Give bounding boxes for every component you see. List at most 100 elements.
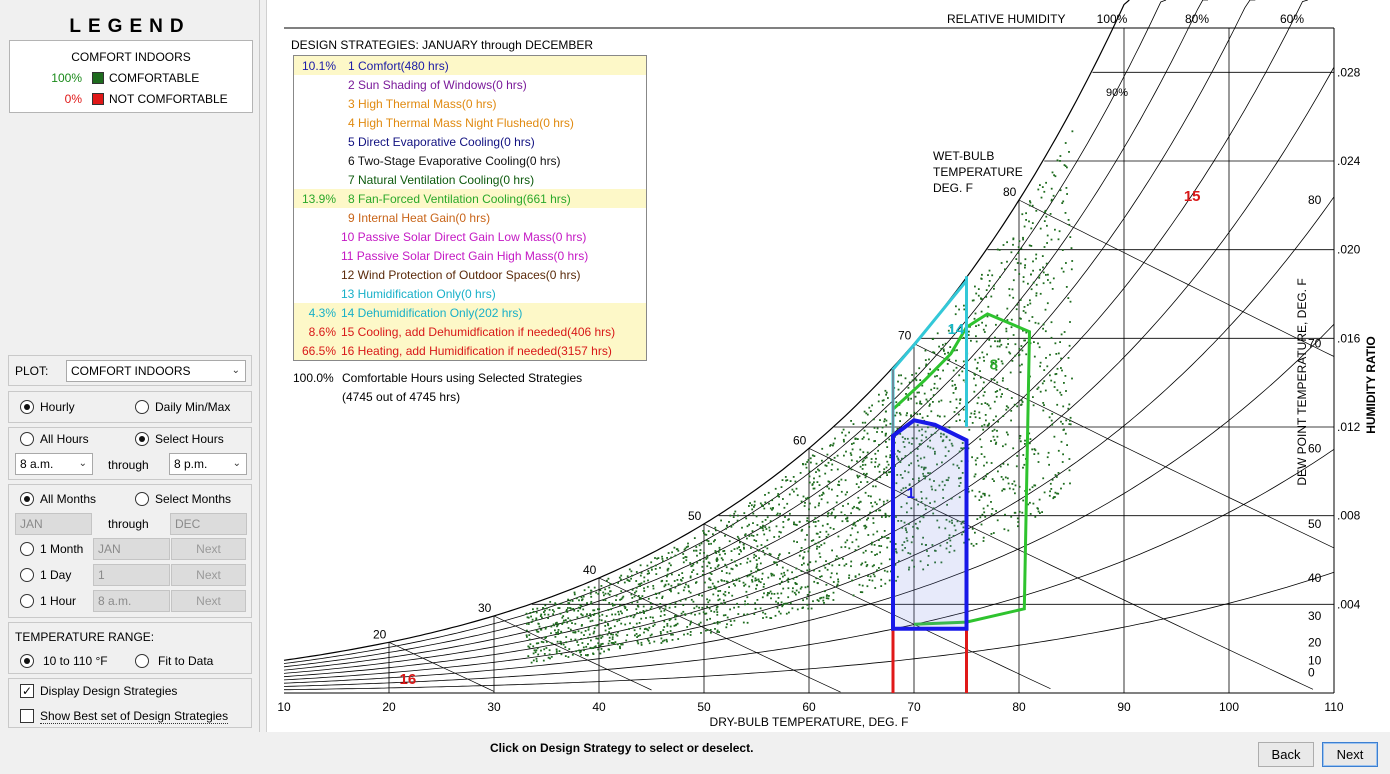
hours-to-select[interactable]: 8 p.m. ⌄ (169, 453, 247, 475)
hourly-point (1054, 373, 1057, 376)
hourly-point (1032, 269, 1034, 272)
hourly-point (736, 602, 738, 605)
best-set-checkbox[interactable] (20, 709, 34, 723)
strategy-item[interactable]: 66.5% 16 Heating, add Humidification if n… (294, 341, 646, 360)
rh-curve (283, 0, 1167, 664)
hourly-point (1054, 491, 1057, 494)
hourly-point (971, 528, 974, 530)
hourly-point (915, 437, 918, 440)
hourly-point (943, 484, 946, 487)
hourly-point (1059, 189, 1062, 192)
select-months-radio[interactable] (135, 492, 149, 506)
one-month-field[interactable]: JAN (93, 538, 170, 560)
all-hours-radio[interactable] (20, 432, 34, 446)
one-day-radio[interactable] (20, 568, 34, 582)
one-hour-field[interactable]: 8 a.m. (93, 590, 170, 612)
strategy-item[interactable]: 11 Passive Solar Direct Gain High Mass(0… (294, 246, 646, 265)
hourly-point (718, 621, 721, 624)
months-to-field[interactable]: DEC (170, 513, 247, 535)
display-strategies-checkbox[interactable]: ✓ (20, 684, 34, 698)
strategy-item[interactable]: 4.3% 14 Dehumidification Only(202 hrs) (294, 303, 646, 322)
hourly-point (730, 525, 733, 528)
hourly-point (959, 398, 962, 401)
hourly-point (670, 556, 672, 559)
one-month-radio[interactable] (20, 542, 34, 556)
hourly-point (840, 490, 843, 493)
hourly-point (718, 548, 721, 551)
range-10-110-radio[interactable] (20, 654, 34, 668)
hourly-point (874, 485, 877, 488)
hourly-point (854, 575, 857, 578)
next-button[interactable]: Next (1322, 742, 1378, 767)
hourly-point (1015, 465, 1018, 468)
hourly-point (1055, 373, 1058, 375)
one-month-next-button[interactable]: Next (171, 538, 246, 560)
dew-point-tick: 80 (1308, 193, 1322, 207)
hourly-point (600, 637, 603, 639)
hourly-point (782, 604, 784, 606)
hourly-point (1053, 435, 1056, 438)
strategy-item[interactable]: 6 Two-Stage Evaporative Cooling(0 hrs) (294, 151, 646, 170)
select-hours-radio[interactable] (135, 432, 149, 446)
all-months-radio[interactable] (20, 492, 34, 506)
one-day-next-button[interactable]: Next (171, 564, 246, 586)
hourly-point (679, 583, 681, 586)
months-from-field[interactable]: JAN (15, 513, 92, 535)
hourly-point (886, 546, 889, 549)
hourly-point (1021, 511, 1024, 514)
best-set-label[interactable]: Show Best set of Design Strategies (40, 709, 229, 724)
hourly-point (748, 523, 750, 526)
strategy-item[interactable]: 12 Wind Protection of Outdoor Spaces(0 h… (294, 265, 646, 284)
strategy-item[interactable]: 10 Passive Solar Direct Gain Low Mass(0 … (294, 227, 646, 246)
hourly-point (593, 630, 596, 633)
strategy-item[interactable]: 3 High Thermal Mass(0 hrs) (294, 94, 646, 113)
hourly-point (725, 626, 728, 629)
strategy-item[interactable]: 9 Internal Heat Gain(0 hrs) (294, 208, 646, 227)
strategy-item[interactable]: 4 High Thermal Mass Night Flushed(0 hrs) (294, 113, 646, 132)
hours-from-select[interactable]: 8 a.m. ⌄ (15, 453, 93, 475)
hourly-point (756, 563, 759, 566)
hourly-point (857, 476, 859, 479)
wet-bulb-tick: 40 (583, 563, 597, 577)
plot-select[interactable]: COMFORT INDOORS ⌄ (66, 360, 246, 382)
hourly-point (1049, 482, 1052, 485)
strategy-item[interactable]: 13.9% 8 Fan-Forced Ventilation Cooling(66… (294, 189, 646, 208)
hourly-point (582, 646, 585, 649)
hourly-point (917, 503, 919, 506)
strategy-item[interactable]: 8.6% 15 Cooling, add Dehumidfication if n… (294, 322, 646, 341)
hourly-point (612, 618, 615, 621)
hourly-point (1022, 280, 1025, 283)
hourly-point (953, 524, 956, 527)
hourly-point (557, 607, 560, 609)
back-button[interactable]: Back (1258, 742, 1314, 767)
strategy-item[interactable]: 5 Direct Evaporative Cooling(0 hrs) (294, 132, 646, 151)
hourly-point (1057, 238, 1060, 241)
hourly-point (663, 639, 666, 642)
hourly-point (1010, 419, 1012, 422)
hourly-point (767, 491, 770, 494)
hourly-point (824, 464, 827, 467)
one-day-field[interactable]: 1 (93, 564, 170, 586)
hourly-point (863, 429, 866, 432)
hourly-point (743, 547, 745, 550)
strategy-item[interactable]: 13 Humidification Only(0 hrs) (294, 284, 646, 303)
one-hour-next-button[interactable]: Next (171, 590, 246, 612)
hourly-radio[interactable] (20, 400, 34, 414)
wet-bulb-line (703, 523, 1051, 690)
strategy-item[interactable]: 10.1% 1 Comfort(480 hrs) (294, 56, 646, 75)
hourly-point (658, 607, 661, 610)
hourly-point (1061, 249, 1064, 251)
fit-to-data-radio[interactable] (135, 654, 149, 668)
hourly-point (643, 580, 646, 583)
hourly-point (855, 538, 858, 541)
hourly-point (987, 404, 990, 407)
all-months-label: All Months (40, 492, 97, 506)
one-hour-radio[interactable] (20, 594, 34, 608)
hourly-point (1050, 199, 1053, 202)
hourly-point (998, 340, 1001, 343)
strategy-item[interactable]: 7 Natural Ventilation Cooling(0 hrs) (294, 170, 646, 189)
strategy-item[interactable]: 2 Sun Shading of Windows(0 hrs) (294, 75, 646, 94)
hourly-point (936, 463, 938, 466)
daily-minmax-radio[interactable] (135, 400, 149, 414)
